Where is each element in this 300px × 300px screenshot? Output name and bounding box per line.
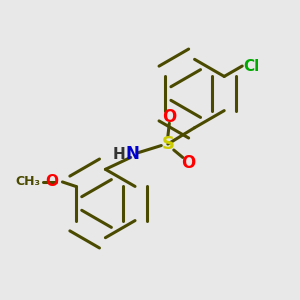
Text: H: H xyxy=(112,147,125,162)
Text: O: O xyxy=(45,175,58,190)
Text: O: O xyxy=(162,108,176,126)
Text: O: O xyxy=(182,154,196,172)
Text: N: N xyxy=(125,146,139,164)
Text: CH₃: CH₃ xyxy=(15,176,40,188)
Text: Cl: Cl xyxy=(244,58,260,74)
Text: S: S xyxy=(161,135,174,153)
